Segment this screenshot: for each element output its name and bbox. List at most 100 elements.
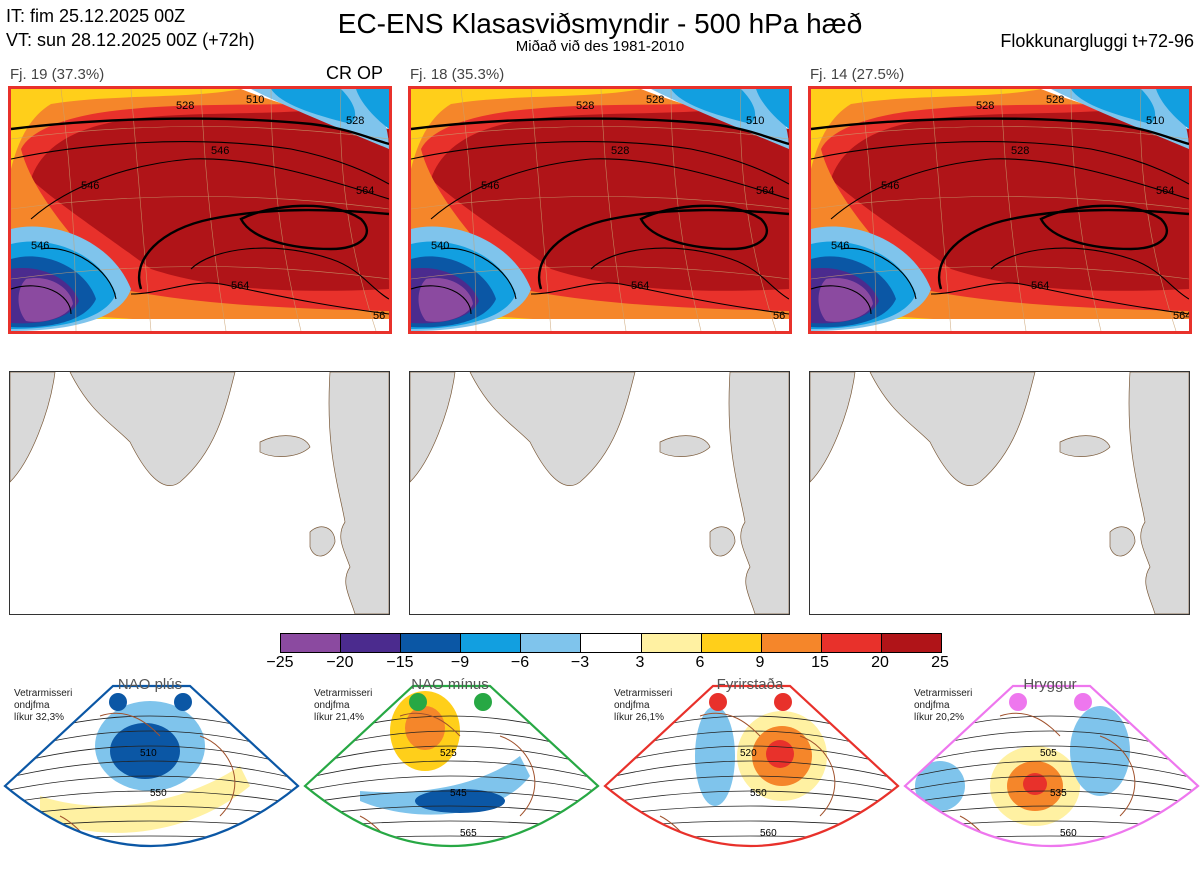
height-contour	[5, 790, 298, 807]
chart-subtitle: Miðað við des 1981-2010	[515, 38, 685, 55]
contour-label: 528	[1046, 94, 1064, 106]
parallel-line	[11, 126, 389, 140]
height-contour	[11, 117, 389, 146]
contour-label: 520	[740, 748, 757, 759]
colorbar	[280, 633, 942, 653]
regime-nao-plus: 510 550 NAO plús Vetrarmisseri ondjfma lí…	[0, 676, 300, 871]
colorbar-swatch	[701, 634, 762, 652]
height-contour	[605, 790, 898, 807]
regime-title: NAO mínus	[411, 676, 489, 693]
height-contour	[605, 775, 898, 795]
contour-label: 528	[611, 145, 629, 157]
contour-label: 510	[140, 748, 157, 759]
british-isles-landmass	[709, 526, 736, 557]
colorbar-swatch	[761, 634, 822, 652]
contour-label: 528	[346, 115, 364, 127]
contour-label: 546	[31, 240, 49, 252]
height-contour	[5, 760, 298, 783]
regime-marker	[1009, 693, 1027, 711]
height-contour	[830, 158, 1189, 220]
parallel-line	[11, 266, 389, 280]
british-isles-landmass	[309, 526, 336, 557]
regime-note: Vetrarmisseri ondjfma líkur 32,3%	[14, 688, 73, 723]
contour-label: 560	[1060, 828, 1077, 839]
british-isles-landmass	[1109, 526, 1136, 557]
height-contour	[305, 790, 598, 807]
regime-title: Fyrirstaða	[716, 676, 784, 693]
height-contour	[905, 790, 1198, 807]
sector-outline	[903, 684, 1200, 847]
height-contour	[40, 247, 117, 300]
parallel-line	[411, 196, 789, 210]
contour-label: 510	[246, 94, 264, 106]
meridian-line	[860, 89, 877, 331]
parallel-line	[811, 266, 1189, 280]
contour-label: 564	[1173, 310, 1189, 322]
height-contour	[811, 117, 1189, 146]
contour-label: 528	[646, 94, 664, 106]
contour-label: 545	[450, 788, 467, 799]
regime-marker	[709, 693, 727, 711]
height-contour	[411, 117, 789, 146]
anomaly-fill	[418, 278, 473, 322]
colorbar-tick-label: −9	[450, 654, 470, 671]
anomaly-fill	[11, 89, 389, 331]
issue-time: IT: fim 25.12.2025 00Z	[6, 6, 186, 26]
height-contour	[605, 760, 898, 783]
anomaly-fill	[811, 89, 1189, 331]
cluster-badge: CR OP	[326, 63, 384, 83]
parallel-line	[411, 126, 789, 140]
greenland-landmass	[69, 372, 236, 486]
cluster-map-1: 528 510 528 546 546 546 564 564 56	[8, 86, 392, 334]
canada-landmass	[410, 372, 456, 483]
colorbar-tick-label: 20	[871, 654, 889, 671]
height-contour	[0, 851, 300, 854]
coastline-map-2	[409, 371, 790, 615]
contour-label: 505	[1040, 748, 1057, 759]
regime-marker	[409, 693, 427, 711]
regime-marker	[1074, 693, 1092, 711]
anomaly-fill	[415, 789, 505, 813]
anomaly-fill	[405, 706, 445, 750]
sector-outline	[603, 684, 900, 847]
contour-label: 564	[756, 185, 774, 197]
height-contour	[411, 285, 472, 315]
contour-label: 510	[1146, 115, 1164, 127]
height-contour	[411, 141, 789, 185]
parallel-line	[811, 196, 1189, 210]
contour-label: 546	[81, 180, 99, 192]
height-contour	[239, 204, 368, 251]
height-contour	[305, 775, 598, 795]
height-contour	[840, 247, 917, 300]
europe-landmass	[728, 372, 789, 614]
colorbar-tick-label: −3	[570, 654, 590, 671]
contour-label: 528	[1011, 145, 1029, 157]
height-contour	[600, 851, 900, 854]
contour-label: 546	[831, 240, 849, 252]
anomaly-fill	[1070, 706, 1130, 796]
contour-label: 56	[373, 310, 385, 322]
anomaly-fill	[695, 706, 735, 806]
height-contour	[990, 247, 1189, 300]
height-contour	[639, 204, 768, 251]
height-contour	[138, 208, 389, 290]
height-contour	[530, 282, 789, 315]
colorbar-tick-label: −6	[510, 654, 530, 671]
colorbar-swatch	[581, 634, 642, 652]
height-contour	[11, 285, 72, 315]
regime-ridge: 505 535 560 Hryggur Vetrarmisseri ondjfma …	[900, 676, 1200, 871]
parallel-line	[411, 266, 789, 280]
canada-landmass	[10, 372, 56, 483]
contour-label: 564	[631, 280, 649, 292]
cluster-label-3: Fj. 14 (27.5%)	[810, 66, 905, 83]
height-contour	[30, 158, 389, 220]
colorbar-swatch	[401, 634, 462, 652]
canada-landmass	[810, 372, 856, 483]
contour-label: 546	[881, 180, 899, 192]
regime-nao-minus: 525 545 565 NAO mínus Vetrarmisseri ondjfm…	[300, 676, 600, 871]
colorbar-tick-label: −15	[386, 654, 414, 671]
valid-time: VT: sun 28.12.2025 00Z (+72h)	[6, 30, 255, 50]
regime-title: NAO plús	[117, 676, 183, 693]
colorbar-tick-label: 3	[635, 654, 645, 671]
iceland-landmass	[659, 435, 711, 457]
